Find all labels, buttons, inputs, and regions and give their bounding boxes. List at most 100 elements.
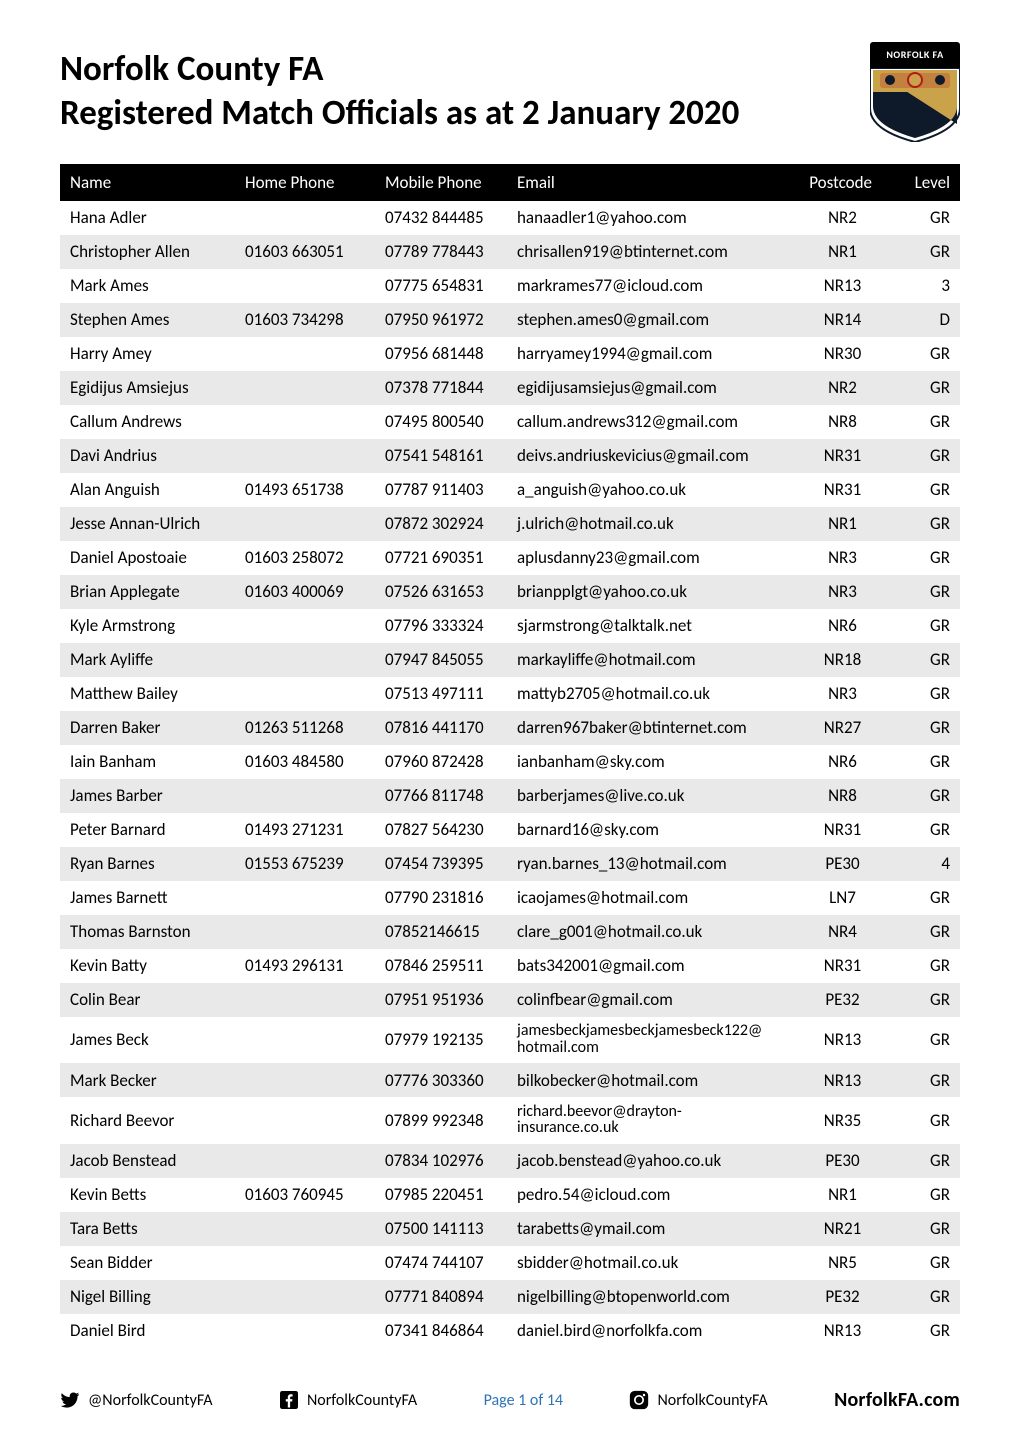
cell-home: 01603 760945 [235, 1178, 375, 1212]
cell-level: GR [890, 915, 960, 949]
cell-name: Mark Becker [60, 1063, 235, 1097]
col-header-home: Home Phone [235, 164, 375, 201]
cell-email: chrisallen919@btinternet.com [507, 235, 795, 269]
cell-email: sjarmstrong@talktalk.net [507, 609, 795, 643]
cell-postcode: NR13 [795, 1017, 890, 1064]
cell-email: mattyb2705@hotmail.co.uk [507, 677, 795, 711]
cell-email: j.ulrich@hotmail.co.uk [507, 507, 795, 541]
cell-postcode: NR13 [795, 269, 890, 303]
table-row: Christopher Allen01603 66305107789 77844… [60, 235, 960, 269]
cell-email: daniel.bird@norfolkfa.com [507, 1314, 795, 1348]
cell-email: tarabetts@ymail.com [507, 1212, 795, 1246]
cell-email: icaojames@hotmail.com [507, 881, 795, 915]
table-row: Callum Andrews07495 800540callum.andrews… [60, 405, 960, 439]
cell-home [235, 779, 375, 813]
cell-mobile: 07432 844485 [375, 201, 507, 235]
cell-level: GR [890, 1314, 960, 1348]
cell-postcode: NR27 [795, 711, 890, 745]
cell-level: GR [890, 473, 960, 507]
cell-mobile: 07766 811748 [375, 779, 507, 813]
cell-home [235, 201, 375, 235]
cell-name: Colin Bear [60, 983, 235, 1017]
cell-level: GR [890, 1246, 960, 1280]
cell-name: Nigel Billing [60, 1280, 235, 1314]
footer-facebook-handle: NorfolkCountyFA [307, 1391, 417, 1410]
page-title-line-2: Registered Match Officials as at 2 Janua… [60, 92, 960, 136]
cell-level: GR [890, 1280, 960, 1314]
cell-name: Egidijus Amsiejus [60, 371, 235, 405]
cell-mobile: 07951 951936 [375, 983, 507, 1017]
table-row: Jacob Benstead07834 102976jacob.benstead… [60, 1144, 960, 1178]
cell-mobile: 07341 846864 [375, 1314, 507, 1348]
cell-level: GR [890, 1178, 960, 1212]
table-row: Alan Anguish01493 65173807787 911403a_an… [60, 473, 960, 507]
cell-email: clare_g001@hotmail.co.uk [507, 915, 795, 949]
cell-name: Sean Bidder [60, 1246, 235, 1280]
cell-email: jacob.benstead@yahoo.co.uk [507, 1144, 795, 1178]
table-row: Mark Ames07775 654831markrames77@icloud.… [60, 269, 960, 303]
cell-mobile: 07378 771844 [375, 371, 507, 405]
cell-mobile: 07985 220451 [375, 1178, 507, 1212]
table-row: Davi Andrius07541 548161deivs.andriuskev… [60, 439, 960, 473]
cell-mobile: 07789 778443 [375, 235, 507, 269]
cell-postcode: NR3 [795, 541, 890, 575]
cell-name: Kevin Batty [60, 949, 235, 983]
cell-level: GR [890, 337, 960, 371]
cell-email: markayliffe@hotmail.com [507, 643, 795, 677]
cell-mobile: 07500 141113 [375, 1212, 507, 1246]
cell-email: brianpplgt@yahoo.co.uk [507, 575, 795, 609]
cell-postcode: PE30 [795, 1144, 890, 1178]
cell-mobile: 07775 654831 [375, 269, 507, 303]
table-row: Daniel Apostoaie01603 25807207721 690351… [60, 541, 960, 575]
cell-level: GR [890, 541, 960, 575]
cell-home [235, 507, 375, 541]
cell-postcode: NR1 [795, 507, 890, 541]
footer-twitter-handle: @NorfolkCountyFA [88, 1391, 213, 1410]
cell-email: colinfbear@gmail.com [507, 983, 795, 1017]
cell-email: jamesbeckjamesbeckjamesbeck122@hotmail.c… [507, 1017, 795, 1064]
table-row: Kevin Betts01603 76094507985 220451pedro… [60, 1178, 960, 1212]
table-row: Tara Betts07500 141113tarabetts@ymail.co… [60, 1212, 960, 1246]
cell-email: bilkobecker@hotmail.com [507, 1063, 795, 1097]
cell-home [235, 1097, 375, 1144]
cell-home [235, 1212, 375, 1246]
cell-postcode: PE32 [795, 983, 890, 1017]
cell-email: sbidder@hotmail.co.uk [507, 1246, 795, 1280]
cell-mobile: 07790 231816 [375, 881, 507, 915]
cell-mobile: 07796 333324 [375, 609, 507, 643]
facebook-icon [279, 1390, 299, 1410]
col-header-mobile: Mobile Phone [375, 164, 507, 201]
cell-email: callum.andrews312@gmail.com [507, 405, 795, 439]
table-row: Egidijus Amsiejus07378 771844egidijusams… [60, 371, 960, 405]
page-title-line-1: Norfolk County FA [60, 48, 960, 92]
cell-postcode: PE30 [795, 847, 890, 881]
logo-banner-text: NORFOLK FA [870, 42, 960, 68]
table-row: Sean Bidder07474 744107sbidder@hotmail.c… [60, 1246, 960, 1280]
table-row: Colin Bear 07951 951936colinfbear@gmail.c… [60, 983, 960, 1017]
cell-name: Darren Baker [60, 711, 235, 745]
cell-home: 01493 296131 [235, 949, 375, 983]
cell-mobile: 07526 631653 [375, 575, 507, 609]
cell-name: Alan Anguish [60, 473, 235, 507]
cell-name: Thomas Barnston [60, 915, 235, 949]
cell-email: barberjames@live.co.uk [507, 779, 795, 813]
cell-postcode: NR1 [795, 235, 890, 269]
cell-home: 01263 511268 [235, 711, 375, 745]
table-row: Peter Barnard01493 27123107827 564230bar… [60, 813, 960, 847]
cell-postcode: NR31 [795, 439, 890, 473]
cell-level: GR [890, 711, 960, 745]
footer-facebook: NorfolkCountyFA [279, 1390, 417, 1410]
col-header-postcode: Postcode [795, 164, 890, 201]
table-row: Iain Banham01603 48458007960 872428ianba… [60, 745, 960, 779]
shield-icon [870, 68, 960, 142]
table-row: Harry Amey07956 681448harryamey1994@gmai… [60, 337, 960, 371]
cell-home [235, 643, 375, 677]
table-row: Thomas Barnston07852146615clare_g001@hot… [60, 915, 960, 949]
footer-brand: NorfolkFA.com [834, 1388, 960, 1412]
cell-home [235, 881, 375, 915]
cell-name: Harry Amey [60, 337, 235, 371]
cell-home [235, 1144, 375, 1178]
cell-postcode: NR18 [795, 643, 890, 677]
footer-page-label: Page 1 of 14 [484, 1391, 563, 1410]
cell-home [235, 337, 375, 371]
